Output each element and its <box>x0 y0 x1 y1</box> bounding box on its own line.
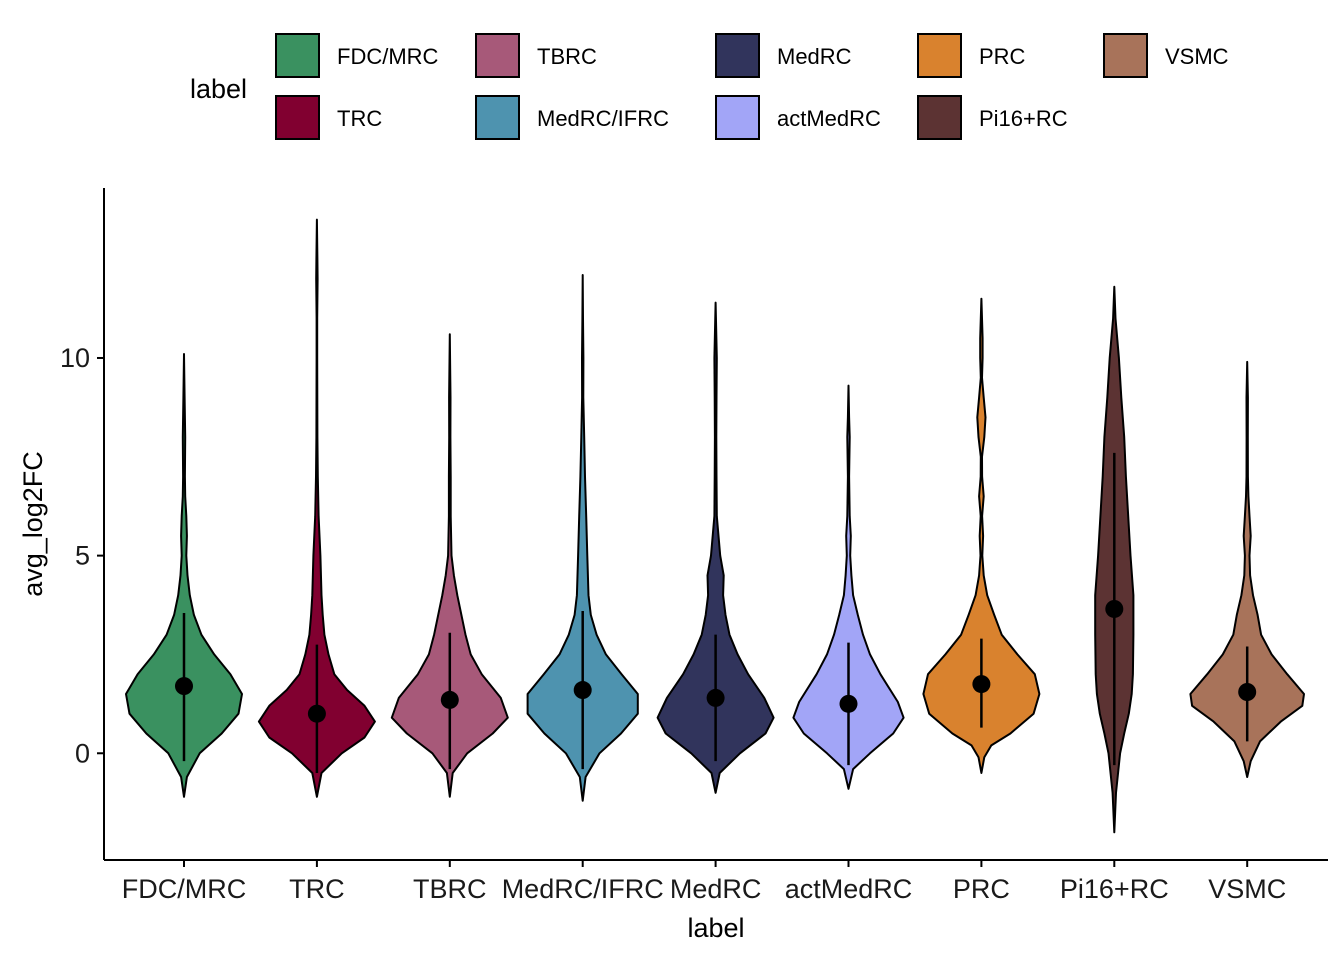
y-tick-label: 5 <box>75 541 90 571</box>
legend-key-pi16-rc <box>917 95 962 140</box>
legend-label-actmedrc: actMedRC <box>777 106 881 131</box>
plot-panel <box>125 218 1305 834</box>
x-tick-label-tbrc: TBRC <box>413 874 487 904</box>
legend-key-tbrc <box>475 33 520 78</box>
legend-label-pi16-rc: Pi16+RC <box>979 106 1068 131</box>
x-tick-label-medrc: MedRC <box>670 874 762 904</box>
violin-actmedrc <box>792 384 905 790</box>
mean-point-pi16-rc <box>1105 599 1124 618</box>
violin-medrc <box>656 301 775 794</box>
x-tick-label-vsmc: VSMC <box>1208 874 1286 904</box>
legend-key-fdc-mrc <box>275 33 320 78</box>
violin-vsmc <box>1189 360 1305 778</box>
mean-point-medrc <box>706 688 725 707</box>
legend-label-medrc: MedRC <box>777 44 852 69</box>
x-tick-label-actmedrc: actMedRC <box>785 874 913 904</box>
legend-label-prc: PRC <box>979 44 1026 69</box>
violin-trc <box>257 218 376 798</box>
legend: label FDC/MRC TRC TBRC MedRC/IFRC MedRC actMe… <box>190 33 1229 140</box>
mean-point-medrc-ifrc <box>573 681 592 700</box>
mean-point-trc <box>307 704 326 723</box>
x-axis-title: label <box>687 913 744 943</box>
legend-key-medrc <box>715 33 760 78</box>
legend-key-actmedrc <box>715 95 760 140</box>
violin-prc <box>922 297 1041 774</box>
violin-medrc-ifrc <box>526 274 639 802</box>
legend-key-vsmc <box>1103 33 1148 78</box>
mean-point-vsmc <box>1238 683 1257 701</box>
mean-point-fdc-mrc <box>175 677 193 696</box>
legend-key-prc <box>917 33 962 78</box>
x-tick-label-prc: PRC <box>953 874 1010 904</box>
axes: 0 5 10 FDC/MRC TRC TBRC MedRC/IFRC MedRC actMed… <box>18 188 1328 943</box>
legend-label-vsmc: VSMC <box>1165 44 1229 69</box>
x-tick-label-pi16-rc: Pi16+RC <box>1060 874 1169 904</box>
mean-point-actmedrc <box>839 694 858 713</box>
y-axis-title: avg_log2FC <box>18 451 48 597</box>
mean-point-prc <box>972 675 991 694</box>
legend-key-medrc-ifrc <box>475 95 520 140</box>
y-tick-label: 0 <box>75 738 90 768</box>
mean-point-tbrc <box>440 690 459 709</box>
x-tick-label-trc: TRC <box>289 874 345 904</box>
legend-label-trc: TRC <box>337 106 382 131</box>
legend-title: label <box>190 74 247 104</box>
y-tick-label: 10 <box>60 343 90 373</box>
violin-tbrc <box>390 333 509 798</box>
legend-key-trc <box>275 95 320 140</box>
x-tick-label-medrc-ifrc: MedRC/IFRC <box>502 874 664 904</box>
legend-label-medrc-ifrc: MedRC/IFRC <box>537 106 669 131</box>
x-tick-label-fdc-mrc: FDC/MRC <box>122 874 246 904</box>
legend-label-tbrc: TBRC <box>537 44 597 69</box>
legend-label-fdc-mrc: FDC/MRC <box>337 44 439 69</box>
violin-fdc-mrc <box>125 353 243 798</box>
